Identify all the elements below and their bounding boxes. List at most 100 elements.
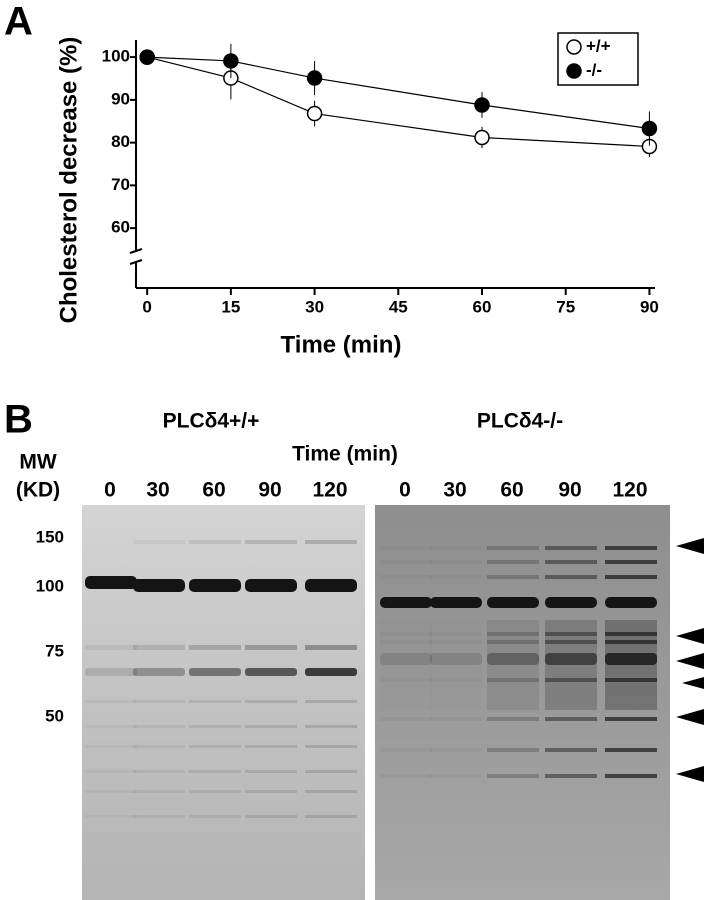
band — [545, 653, 597, 665]
mw-marker: 50 — [45, 706, 64, 725]
data-point — [641, 120, 658, 137]
band — [133, 745, 185, 748]
band — [133, 540, 185, 544]
band — [85, 790, 137, 793]
legend-label: -/- — [586, 60, 602, 79]
lane-label: 120 — [612, 479, 647, 502]
y-tick-label: 70 — [111, 175, 130, 194]
x-tick-label: 0 — [142, 297, 151, 316]
band — [305, 579, 357, 592]
band — [430, 678, 482, 682]
band — [380, 774, 432, 778]
x-tick-label: 45 — [389, 297, 408, 316]
band — [430, 575, 482, 579]
band — [189, 745, 241, 748]
band — [487, 748, 539, 752]
data-point — [306, 105, 323, 122]
band — [85, 745, 137, 748]
band — [545, 774, 597, 778]
x-tick-label: 15 — [221, 297, 240, 316]
band — [545, 717, 597, 721]
band — [85, 645, 137, 650]
band — [305, 770, 357, 773]
band — [245, 540, 297, 544]
mw-label: MW — [19, 451, 56, 474]
band — [85, 725, 137, 728]
lane-label: 90 — [558, 479, 581, 502]
blot-title: PLCδ4-/- — [477, 410, 563, 433]
band — [487, 560, 539, 564]
band — [245, 579, 297, 592]
band — [430, 717, 482, 721]
band — [189, 700, 241, 703]
band — [189, 645, 241, 650]
band — [133, 790, 185, 793]
band — [85, 576, 137, 589]
band — [189, 815, 241, 818]
arrows — [676, 538, 704, 782]
legend-marker — [566, 63, 582, 79]
band — [305, 668, 357, 676]
band — [380, 678, 432, 682]
mw-marker: 100 — [36, 576, 64, 595]
panel-label: B — [4, 398, 33, 442]
data-point — [139, 49, 155, 65]
band — [487, 717, 539, 721]
data-point — [474, 129, 490, 146]
x-tick-label: 75 — [556, 297, 575, 316]
band — [487, 774, 539, 778]
band — [245, 790, 297, 793]
band — [545, 678, 597, 682]
band — [305, 700, 357, 703]
data-point — [223, 53, 239, 69]
band — [605, 632, 657, 636]
band — [380, 597, 432, 608]
band — [189, 668, 241, 676]
band — [245, 700, 297, 703]
band — [85, 700, 137, 703]
band — [189, 790, 241, 793]
band — [487, 632, 539, 636]
band — [380, 653, 432, 665]
band — [430, 653, 482, 665]
band — [189, 540, 241, 544]
x-tick-label: 60 — [473, 297, 492, 316]
mw-marker: 75 — [45, 641, 64, 660]
kd-label: (KD) — [16, 479, 60, 502]
x-axis-label: Time (min) — [281, 331, 402, 358]
band — [545, 640, 597, 644]
band — [605, 653, 657, 665]
y-tick-label: 60 — [111, 218, 130, 237]
plot: 60 70 80 90 100 0 15 30 45 60 75 90 +/+ -/- — [102, 32, 659, 316]
band — [133, 579, 185, 592]
band — [605, 678, 657, 682]
band — [245, 645, 297, 650]
legend-label: +/+ — [586, 36, 611, 55]
data-point — [474, 97, 490, 113]
lane-label: 0 — [104, 479, 116, 502]
band — [430, 774, 482, 778]
band — [85, 815, 137, 818]
legend-marker — [566, 39, 582, 55]
band — [305, 815, 357, 818]
band — [380, 560, 432, 564]
lane-label: 30 — [443, 479, 466, 502]
x-tick-label: 90 — [640, 297, 659, 316]
band — [487, 653, 539, 665]
band — [133, 815, 185, 818]
band — [133, 725, 185, 728]
band — [605, 575, 657, 579]
panel-label: A — [4, 0, 33, 44]
band — [430, 560, 482, 564]
band — [305, 745, 357, 748]
band — [545, 632, 597, 636]
y-tick-label: 80 — [111, 132, 130, 151]
lane-label: 60 — [202, 479, 225, 502]
band — [380, 717, 432, 721]
band — [430, 632, 482, 636]
band — [605, 597, 657, 608]
axis-break — [129, 248, 143, 265]
band — [487, 678, 539, 682]
mw-marker: 150 — [36, 527, 64, 546]
